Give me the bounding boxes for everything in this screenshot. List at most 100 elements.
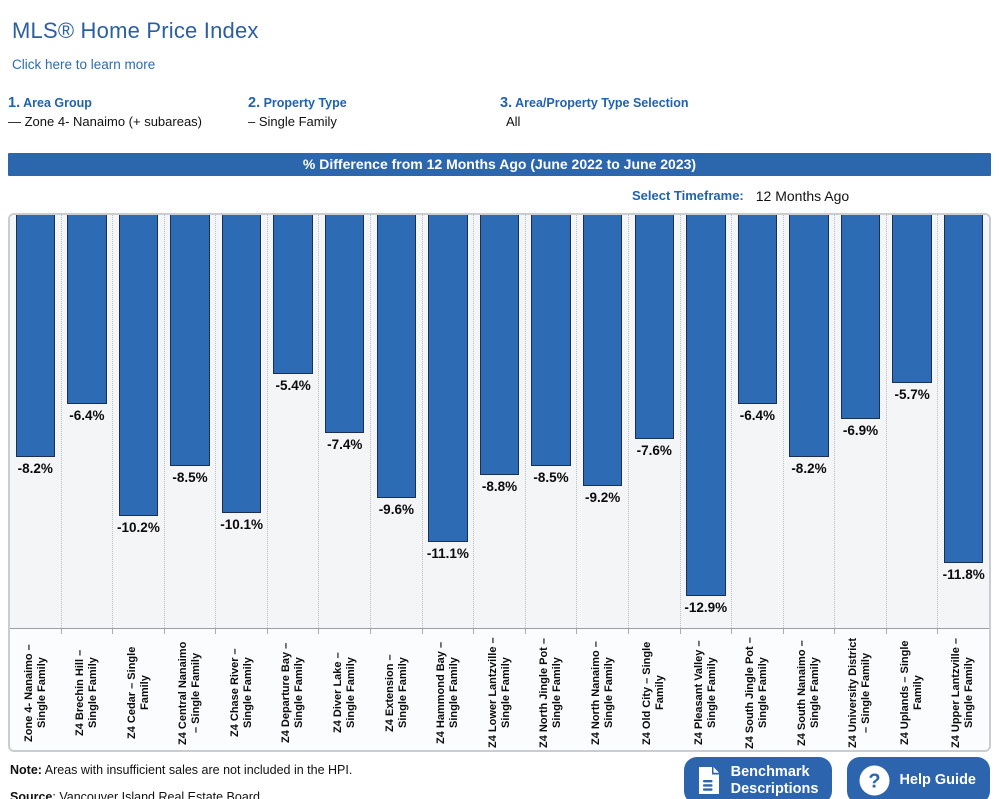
bar[interactable] (325, 215, 365, 434)
category-label-cell: Z4 Diver Lake – Single Family (319, 634, 371, 750)
bar-value-label: -8.5% (172, 469, 208, 485)
category-label: Z4 South Jingle Pot – Single Family (744, 636, 770, 749)
axis-tick (835, 629, 887, 634)
category-label-cell: Z4 Old City – Single Family (628, 634, 680, 750)
area-group-value[interactable]: — Zone 4- Nanaimo (+ subareas) (8, 114, 203, 129)
bar-value-label: -8.2% (791, 460, 827, 476)
bar[interactable] (840, 215, 881, 419)
bar-column: -6.4% (732, 215, 784, 628)
note-line: Note: Areas with insufficient sales are … (10, 763, 684, 777)
category-label: Z4 Departure Bay – Single Family (280, 642, 306, 743)
document-icon (696, 766, 722, 795)
bar-value-label: -10.2% (117, 519, 160, 535)
bar-column: -10.1% (216, 215, 268, 628)
source-line: Source: Vancouver Island Real Estate Boa… (10, 790, 684, 799)
bar[interactable] (686, 215, 726, 596)
area-group-label: Area Group (23, 96, 92, 110)
bar[interactable] (892, 215, 932, 384)
bar[interactable] (15, 215, 55, 457)
help-guide-label: Help Guide (899, 772, 976, 789)
bar-column: -12.9% (681, 215, 733, 628)
footer-buttons: Benchmark Descriptions ? Help Guide (683, 757, 990, 799)
category-label-cell: Z4 South Nanaimo – Single Family (783, 634, 835, 750)
area-property-value[interactable]: All (506, 114, 521, 129)
bar[interactable] (273, 215, 313, 375)
bar[interactable] (943, 215, 984, 564)
step-number: 2. (248, 95, 261, 111)
bar-value-label: -9.6% (378, 502, 414, 518)
bar[interactable] (221, 215, 262, 513)
area-property-selection: 3. Area/Property Type Selection All (500, 95, 991, 129)
bar[interactable] (118, 215, 159, 516)
category-label-cell: Z4 Extension – Single Family (371, 634, 423, 750)
bar-column: -8.2% (784, 215, 836, 628)
page-title: MLS® Home Price Index (12, 18, 259, 43)
category-label: Z4 Central Nanaimo – Single Family (177, 640, 203, 745)
property-type-heading: 2. Property Type (248, 95, 500, 111)
bar-column: -7.6% (629, 215, 681, 628)
bar-column: -9.2% (577, 215, 629, 628)
category-label-cell: Zone 4- Nanaimo – Single Family (10, 634, 62, 750)
bar[interactable] (479, 215, 520, 475)
bar-value-label: -11.8% (942, 567, 985, 583)
bar[interactable] (170, 215, 210, 466)
bar-column: -8.2% (10, 215, 62, 628)
bar-column: -9.6% (371, 215, 423, 628)
category-label-cell: Z4 Central Nanaimo – Single Family (165, 634, 217, 750)
axis-tick (732, 629, 784, 634)
property-type-value[interactable]: – Single Family (248, 114, 337, 129)
bar[interactable] (531, 215, 571, 466)
bar[interactable] (737, 215, 778, 404)
bar[interactable] (376, 215, 417, 499)
hpi-bar-chart: -8.2% -6.4% -10.2% -8.5% -10.1% -5.4% -7.4% -9.… (8, 213, 991, 752)
bar-value-label: -8.5% (533, 469, 569, 485)
bar-value-label: -8.2% (17, 460, 53, 476)
bar-value-label: -5.7% (894, 387, 930, 403)
area-property-heading: 3. Area/Property Type Selection (500, 95, 991, 111)
axis-tick (887, 629, 939, 634)
category-label-cell: Z4 Upper Lantzville – Single Family (938, 634, 989, 750)
category-label: Z4 Hammond Bay – Single Family (435, 641, 461, 744)
axis-tick (268, 629, 320, 634)
category-label: Z4 Chase River – Single Family (228, 648, 254, 737)
bar[interactable] (582, 215, 623, 487)
help-guide-button[interactable]: ? Help Guide (847, 757, 990, 799)
learn-more-link[interactable]: Click here to learn more (12, 57, 156, 72)
bar-column: -6.9% (835, 215, 887, 628)
bar-value-label: -6.9% (842, 422, 879, 438)
axis-tick (113, 629, 165, 634)
benchmark-descriptions-button[interactable]: Benchmark Descriptions (683, 757, 833, 799)
axis-tick (319, 629, 372, 634)
category-label: Z4 Old City – Single Family (641, 640, 667, 745)
source-label: Source (10, 790, 53, 799)
bar[interactable] (67, 215, 107, 404)
axis-tick (423, 629, 475, 634)
axis-tick (371, 629, 423, 634)
timeframe-row: Select Timeframe: 12 Months Ago (8, 185, 991, 206)
axis-tick (62, 629, 114, 634)
select-timeframe-label: Select Timeframe: (632, 188, 744, 203)
property-type-selector: 2. Property Type – Single Family (248, 95, 500, 129)
timeframe-value-dropdown[interactable]: 12 Months Ago (755, 187, 850, 204)
bar[interactable] (634, 215, 674, 440)
bar-value-label: -7.4% (327, 437, 363, 453)
x-axis-labels: Zone 4- Nanaimo – Single Family Z4 Brechi… (10, 634, 989, 750)
bar[interactable] (789, 215, 829, 457)
category-label: Z4 Uplands – Single Family (898, 640, 924, 745)
axis-tick (577, 629, 629, 634)
footer-notes: Note: Areas with insufficient sales are … (10, 757, 684, 799)
category-label-cell: Z4 Uplands – Single Family (886, 634, 938, 750)
bar[interactable] (428, 215, 468, 543)
category-label: Z4 Extension – Single Family (383, 653, 409, 732)
bar-column: -8.5% (165, 215, 217, 628)
note-label: Note: (10, 763, 42, 777)
axis-tick (474, 629, 526, 634)
axis-tick (526, 629, 578, 634)
bar-value-label: -6.4% (739, 407, 776, 423)
chart-title-bar: % Difference from 12 Months Ago (June 20… (8, 153, 991, 176)
category-label-cell: Z4 Departure Bay – Single Family (268, 634, 320, 750)
question-icon: ? (859, 765, 890, 796)
category-label-cell: Z4 South Jingle Pot – Single Family (731, 634, 783, 750)
axis-tick (629, 629, 681, 634)
svg-text:?: ? (869, 771, 881, 793)
